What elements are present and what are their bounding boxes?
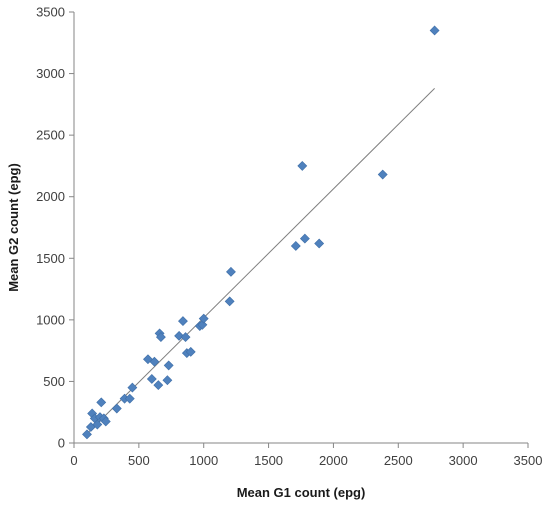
x-tick-label: 2000 [319,453,348,468]
y-tick-label: 0 [58,436,65,451]
x-tick-label: 1000 [189,453,218,468]
y-tick-label: 2000 [36,189,65,204]
data-point [297,161,308,171]
y-axis-title: Mean G2 count (epg) [6,163,21,292]
y-tick-label: 3500 [36,5,65,20]
x-tick-label: 1500 [254,453,283,468]
trendline [86,87,435,435]
data-point [198,313,209,324]
data-point [180,332,191,343]
x-tick-label: 3500 [514,453,543,468]
data-point [299,233,310,244]
y-tick-label: 1500 [36,251,65,266]
y-tick-label: 500 [43,374,65,389]
data-point [226,266,236,277]
data-point [124,393,135,404]
data-point [178,316,188,327]
data-point [100,416,111,427]
y-axis: 0 500 1000 1500 2000 2500 3000 3500 [36,5,75,451]
data-point [185,346,196,357]
data-point [149,356,160,367]
trendline-line [86,87,435,435]
data-point [153,380,164,391]
x-axis-title: Mean G1 count (epg) [237,485,366,500]
x-tick-label: 500 [128,453,150,468]
data-point [96,397,107,408]
data-point [92,419,103,430]
data-point [162,375,173,386]
x-tick-label: 2500 [384,453,413,468]
y-tick-label: 1000 [36,312,65,327]
y-tick-label: 2500 [36,128,65,143]
x-tick-label: 3000 [449,453,478,468]
data-point [127,382,138,393]
data-point [163,360,174,371]
x-tick-label: 0 [70,453,77,468]
data-point [290,241,301,251]
data-point [377,169,388,180]
data-point [174,330,184,341]
data-points [82,25,440,440]
data-point [146,374,157,384]
data-point [429,25,440,36]
data-point [155,332,166,343]
x-axis: 0 500 1000 1500 2000 2500 3000 3500 [70,442,543,468]
data-point [224,296,235,307]
data-point [314,238,325,249]
data-point [111,403,122,414]
y-tick-label: 3000 [36,66,65,81]
data-point [82,429,92,440]
